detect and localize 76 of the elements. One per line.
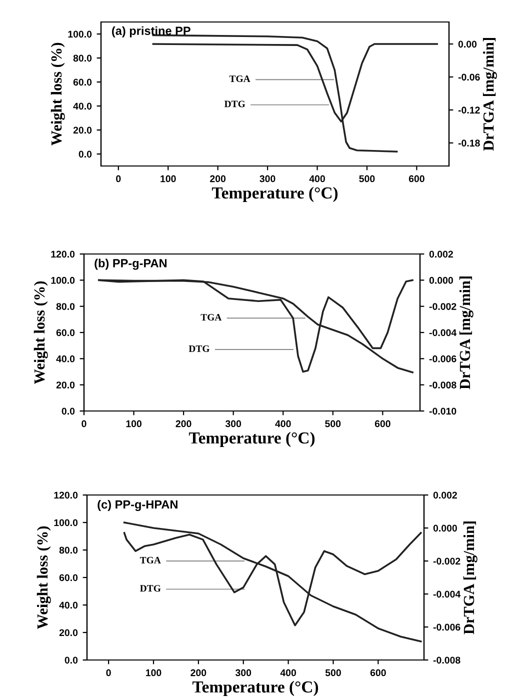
annotation: TGA [140, 556, 161, 564]
y2-axis-title: DrTGA [mg/min] [463, 522, 478, 634]
x-tick-label: 600 [374, 420, 390, 428]
y2-axis-title: DrTGA [mg/min] [459, 276, 474, 390]
x-tick-label: 400 [280, 669, 296, 676]
y-tick-label: 80.0 [59, 546, 78, 554]
y2-tick-label: -0.18 [458, 140, 480, 147]
x-tick-label: 100 [126, 420, 142, 428]
x-tick-label: 0 [116, 175, 121, 182]
x-tick-label: 200 [210, 175, 226, 182]
y2-tick-label: -0.12 [458, 106, 480, 114]
x-tick-label: 100 [146, 669, 162, 676]
y-tick-label: 40.0 [59, 602, 78, 609]
y-tick-label: 0.0 [78, 150, 92, 158]
x-axis-title: Temperature (°C) [188, 432, 315, 447]
x-tick-label: 200 [176, 420, 192, 428]
x-tick-label: 200 [190, 669, 206, 676]
x-tick-label: 500 [325, 420, 341, 428]
x-tick-label: 600 [408, 175, 424, 182]
y2-tick-label: -0.004 [433, 590, 461, 598]
y2-tick-label: -0.004 [429, 329, 457, 336]
y2-tick-label: 0.002 [429, 250, 453, 258]
y-tick-label: 60.0 [73, 78, 92, 86]
y2-tick-label: 0.002 [433, 492, 457, 499]
x-tick-label: 500 [359, 175, 375, 182]
y-axis-title: Weight loss (%) [34, 281, 48, 384]
y-tick-label: 100.0 [51, 276, 75, 284]
x-tick-label: 500 [325, 669, 341, 676]
y-tick-label: 120.0 [51, 250, 75, 258]
x-tick-label: 300 [225, 420, 242, 428]
y-tick-label: 80.0 [56, 303, 75, 310]
chart-title: (c) PP-g-HPAN [98, 500, 178, 512]
x-tick-label: 300 [260, 175, 276, 182]
y-tick-label: 40.0 [56, 355, 75, 362]
x-tick-label: 0 [82, 420, 86, 428]
x-tick-label: 100 [160, 175, 176, 182]
y-tick-label: 20.0 [56, 382, 75, 388]
y-tick-label: 100.0 [68, 30, 92, 38]
y2-tick-label: -0.006 [429, 355, 456, 362]
chart-title: (b) PP-g-PAN [94, 258, 167, 270]
y-axis-title: Weight loss (%) [36, 526, 51, 630]
y2-tick-label: -0.008 [429, 382, 456, 388]
x-tick-label: 600 [370, 669, 386, 676]
y-tick-label: 20.0 [59, 629, 78, 636]
x-tick-label: 300 [235, 669, 252, 676]
y2-axis-title: DrTGA [mg/min] [482, 38, 497, 151]
y2-tick-label: 0.000 [429, 276, 453, 284]
y2-tick-label: -0.002 [433, 558, 460, 565]
y-tick-label: 20.0 [73, 126, 92, 134]
y2-tick-label: 0.00 [458, 40, 477, 48]
x-axis-title: Temperature (°C) [212, 186, 338, 202]
y-tick-label: 60.0 [59, 574, 78, 582]
annotation: DTG [140, 585, 161, 592]
annotation: DTG [224, 100, 246, 108]
y-tick-label: 0.0 [64, 656, 78, 664]
y-tick-label: 100.0 [54, 519, 78, 526]
y2-tick-label: 0.000 [433, 524, 457, 532]
y-tick-label: 60.0 [56, 329, 75, 336]
x-tick-label: 400 [309, 175, 325, 182]
y-tick-label: 40.0 [73, 102, 92, 110]
annotation: TGA [200, 314, 222, 321]
y-tick-label: 80.0 [73, 54, 92, 62]
x-axis-title: Temperature (°C) [192, 680, 318, 696]
y-tick-label: 120.0 [54, 492, 78, 499]
annotation: TGA [229, 76, 250, 82]
x-tick-label: 0 [106, 669, 111, 676]
y2-tick-label: -0.006 [433, 624, 460, 631]
chart-title: (a) pristine PP [112, 26, 190, 38]
y-axis-title: Weight loss (%) [50, 42, 65, 146]
y2-tick-label: -0.008 [433, 656, 460, 664]
y-tick-label: 0.0 [62, 408, 75, 415]
y2-tick-label: -0.002 [429, 303, 456, 310]
y2-tick-label: -0.010 [429, 408, 456, 415]
y2-tick-label: -0.06 [458, 74, 480, 81]
annotation: DTG [188, 345, 210, 352]
x-tick-label: 400 [275, 420, 291, 428]
